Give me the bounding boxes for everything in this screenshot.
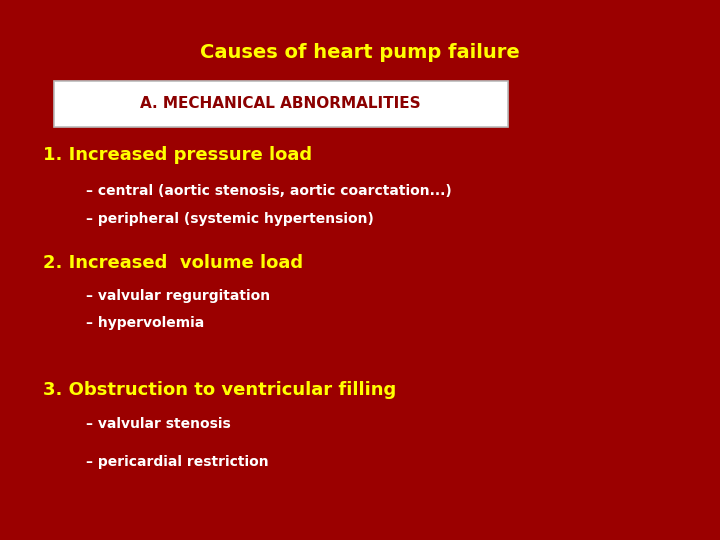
Text: Causes of heart pump failure: Causes of heart pump failure [200, 43, 520, 62]
Text: – pericardial restriction: – pericardial restriction [86, 455, 269, 469]
Text: – valvular stenosis: – valvular stenosis [86, 417, 231, 431]
Text: – central (aortic stenosis, aortic coarctation...): – central (aortic stenosis, aortic coarc… [86, 184, 452, 198]
Text: 2. Increased  volume load: 2. Increased volume load [43, 254, 303, 272]
Text: A. MECHANICAL ABNORMALITIES: A. MECHANICAL ABNORMALITIES [140, 97, 421, 111]
FancyBboxPatch shape [54, 81, 508, 127]
Text: – peripheral (systemic hypertension): – peripheral (systemic hypertension) [86, 212, 374, 226]
Text: – hypervolemia: – hypervolemia [86, 316, 204, 330]
Text: 3. Obstruction to ventricular filling: 3. Obstruction to ventricular filling [43, 381, 397, 399]
Text: – valvular regurgitation: – valvular regurgitation [86, 289, 271, 303]
Text: 1. Increased pressure load: 1. Increased pressure load [43, 146, 312, 164]
